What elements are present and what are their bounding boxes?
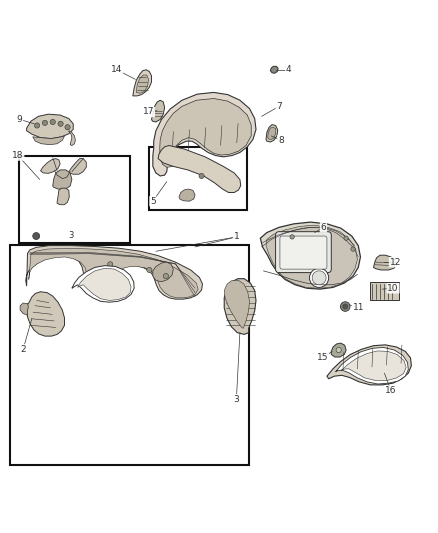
- Bar: [10, 245, 250, 465]
- Polygon shape: [158, 146, 241, 192]
- Polygon shape: [41, 158, 60, 173]
- Text: 7: 7: [276, 102, 282, 111]
- Text: 9: 9: [17, 115, 22, 124]
- Polygon shape: [270, 66, 278, 73]
- Text: 16: 16: [385, 386, 397, 395]
- Text: 4: 4: [286, 65, 291, 74]
- Polygon shape: [78, 268, 131, 301]
- Polygon shape: [260, 222, 360, 289]
- Text: 8: 8: [278, 136, 284, 145]
- Text: 12: 12: [389, 257, 401, 266]
- Circle shape: [35, 123, 40, 128]
- Text: 10: 10: [387, 284, 399, 293]
- FancyBboxPatch shape: [276, 232, 331, 272]
- Polygon shape: [33, 136, 64, 144]
- Circle shape: [147, 268, 152, 272]
- Circle shape: [163, 273, 169, 279]
- Circle shape: [312, 271, 326, 285]
- Circle shape: [290, 235, 294, 239]
- Circle shape: [340, 302, 350, 311]
- Polygon shape: [136, 75, 148, 93]
- Polygon shape: [133, 70, 152, 96]
- Polygon shape: [153, 92, 256, 176]
- Polygon shape: [341, 351, 406, 381]
- Text: 14: 14: [111, 65, 122, 74]
- Polygon shape: [27, 292, 64, 336]
- Circle shape: [336, 348, 341, 353]
- Text: 3: 3: [233, 395, 239, 403]
- Polygon shape: [336, 348, 408, 384]
- Polygon shape: [53, 170, 72, 189]
- Polygon shape: [327, 345, 411, 385]
- Circle shape: [42, 120, 47, 125]
- Polygon shape: [268, 127, 276, 140]
- Polygon shape: [57, 188, 69, 205]
- Circle shape: [343, 304, 348, 309]
- Text: 18: 18: [12, 151, 24, 160]
- Polygon shape: [29, 248, 198, 298]
- Circle shape: [351, 247, 355, 251]
- Text: 5: 5: [150, 197, 156, 206]
- Polygon shape: [224, 280, 250, 328]
- Text: 15: 15: [317, 353, 328, 362]
- Polygon shape: [72, 265, 134, 302]
- Polygon shape: [224, 279, 256, 334]
- Circle shape: [58, 121, 63, 126]
- Polygon shape: [160, 99, 251, 167]
- Bar: [19, 156, 130, 243]
- Bar: [149, 147, 247, 210]
- Text: 17: 17: [143, 108, 154, 117]
- Text: 1: 1: [233, 232, 239, 241]
- Circle shape: [50, 119, 55, 125]
- Circle shape: [344, 236, 348, 240]
- Polygon shape: [266, 125, 278, 142]
- Text: 3: 3: [68, 231, 74, 240]
- Polygon shape: [69, 158, 86, 174]
- Text: 6: 6: [321, 223, 326, 232]
- Circle shape: [108, 262, 113, 267]
- Text: 2: 2: [20, 345, 26, 354]
- Polygon shape: [27, 114, 73, 139]
- Text: 11: 11: [353, 303, 364, 312]
- Polygon shape: [69, 131, 75, 146]
- Polygon shape: [20, 303, 28, 315]
- Polygon shape: [266, 225, 357, 288]
- Polygon shape: [152, 100, 165, 122]
- Polygon shape: [26, 246, 202, 299]
- Bar: [371, 282, 399, 301]
- Circle shape: [310, 268, 328, 287]
- Polygon shape: [153, 262, 173, 282]
- Polygon shape: [331, 343, 346, 357]
- Circle shape: [33, 232, 40, 239]
- Polygon shape: [374, 255, 396, 270]
- Polygon shape: [179, 189, 195, 201]
- Circle shape: [65, 125, 70, 130]
- Circle shape: [199, 173, 204, 179]
- FancyBboxPatch shape: [280, 236, 327, 269]
